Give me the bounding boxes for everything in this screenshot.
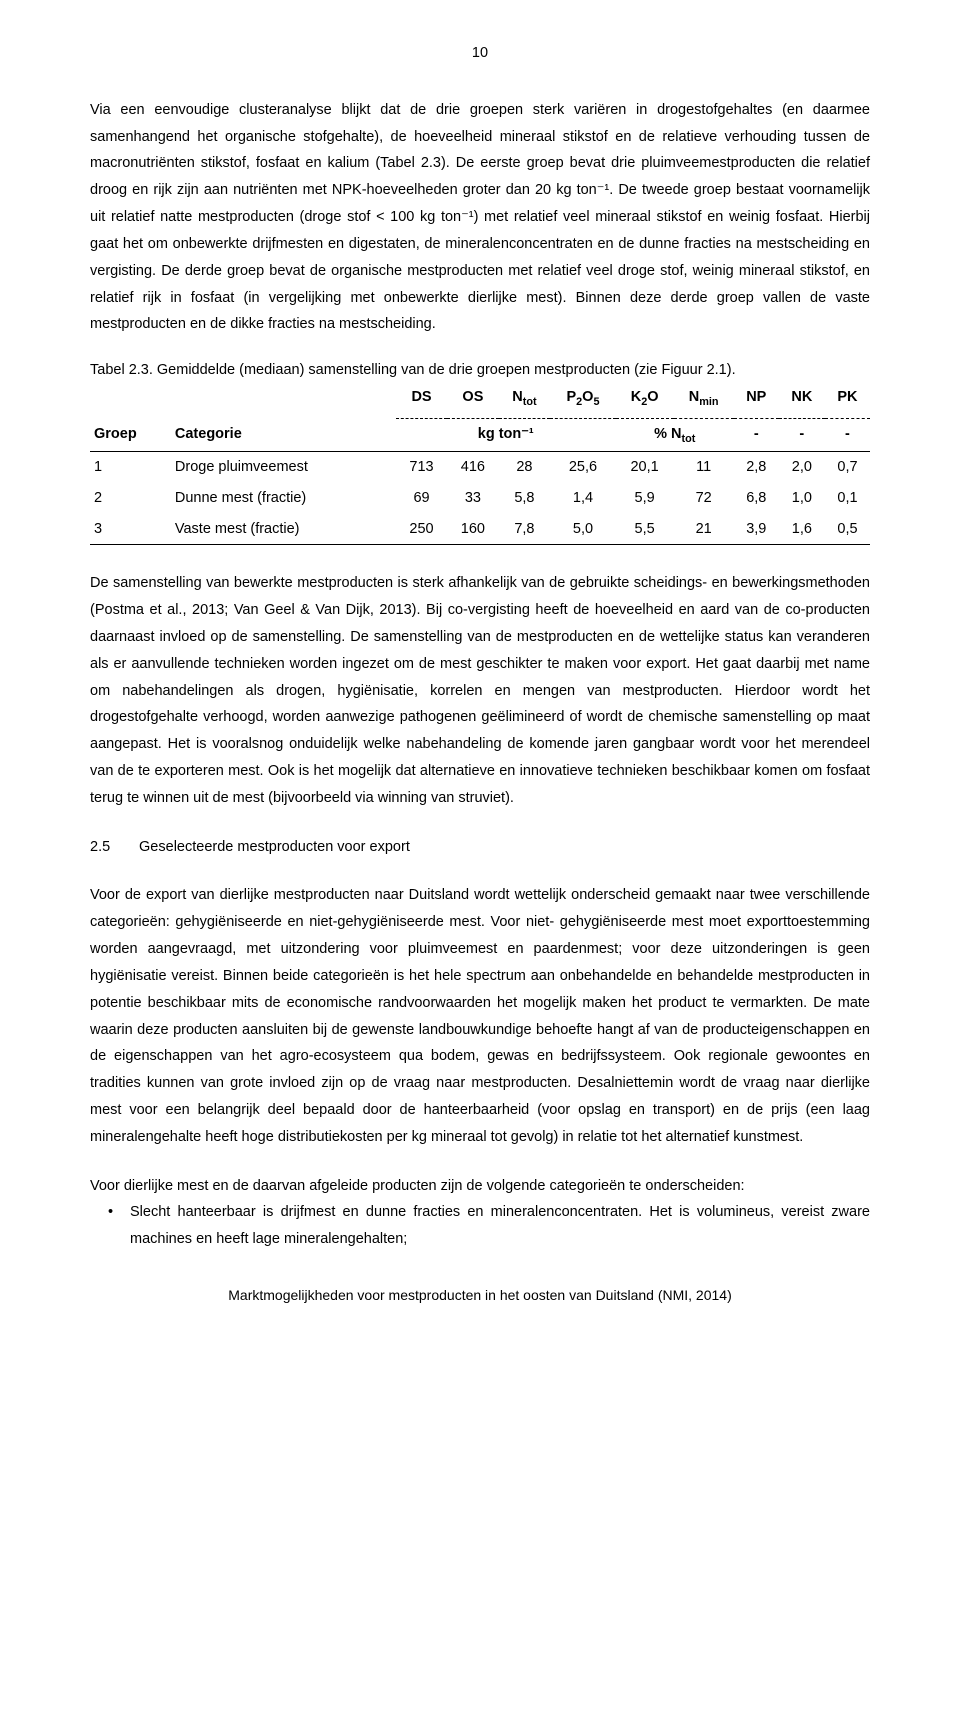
col-categorie: Categorie [171,418,396,451]
section-title: Geselecteerde mestproducten voor export [139,839,410,855]
col-p2o5: P2O5 [550,382,615,414]
table-cell: 5,9 [616,483,674,514]
table-cell: 1,0 [779,483,825,514]
col-nk: NK [779,382,825,414]
table-row: 1Droge pluimveemest7134162825,620,1112,8… [90,451,870,482]
table-row: 3Vaste mest (fractie)2501607,85,05,5213,… [90,514,870,545]
table-cell: 20,1 [616,451,674,482]
col-ntot: Ntot [499,382,551,414]
paragraph-4: Voor dierlijke mest en de daarvan afgele… [90,1173,870,1200]
table-cell: 25,6 [550,451,615,482]
page-footer: Marktmogelijkheden voor mestproducten in… [90,1283,870,1309]
table-cell: 713 [396,451,447,482]
section-heading: 2.5 Geselecteerde mestproducten voor exp… [90,834,870,861]
paragraph-2: De samenstelling van bewerkte mestproduc… [90,570,870,811]
table-cell: 7,8 [499,514,551,545]
col-pk: PK [825,382,870,414]
col-nmin: Nmin [674,382,734,414]
table-cell: 2,8 [734,451,779,482]
table-cell: 1,6 [779,514,825,545]
dash-3: - [825,418,870,451]
table-cell: 3,9 [734,514,779,545]
section-number: 2.5 [90,834,135,861]
paragraph-3: Voor de export van dierlijke mestproduct… [90,882,870,1150]
table-cell: 72 [674,483,734,514]
table-cell: 1 [90,451,171,482]
bullet-list: Slecht hanteerbaar is drijfmest en dunne… [90,1199,870,1253]
table-cell: 5,5 [616,514,674,545]
col-np: NP [734,382,779,414]
table-cell: 0,7 [825,451,870,482]
unit-ntot: % Ntot [616,418,734,451]
table-cell: 3 [90,514,171,545]
table-row: 2Dunne mest (fractie)69335,81,45,9726,81… [90,483,870,514]
table-cell: 28 [499,451,551,482]
paragraph-1: Via een eenvoudige clusteranalyse blijkt… [90,97,870,338]
table-cell: 2 [90,483,171,514]
col-groep: Groep [90,418,171,451]
col-k2o: K2O [616,382,674,414]
table-cell: 1,4 [550,483,615,514]
table-cell: Droge pluimveemest [171,451,396,482]
dash-2: - [779,418,825,451]
col-ds: DS [396,382,447,414]
table-cell: Vaste mest (fractie) [171,514,396,545]
table-cell: 33 [447,483,498,514]
unit-kg: kg ton⁻¹ [396,418,616,451]
table-cell: 416 [447,451,498,482]
table-cell: Dunne mest (fractie) [171,483,396,514]
page-number: 10 [90,40,870,67]
table-cell: 160 [447,514,498,545]
table-cell: 11 [674,451,734,482]
table-cell: 69 [396,483,447,514]
table-cell: 5,0 [550,514,615,545]
table-cell: 21 [674,514,734,545]
col-os: OS [447,382,498,414]
dash-1: - [734,418,779,451]
table-cell: 0,5 [825,514,870,545]
table-cell: 6,8 [734,483,779,514]
table-cell: 250 [396,514,447,545]
table-cell: 0,1 [825,483,870,514]
list-item: Slecht hanteerbaar is drijfmest en dunne… [130,1199,870,1253]
table-caption: Tabel 2.3. Gemiddelde (mediaan) samenste… [90,360,870,382]
table-cell: 5,8 [499,483,551,514]
table-cell: 2,0 [779,451,825,482]
data-table: DS OS Ntot P2O5 K2O Nmin NP NK PK Groep … [90,382,870,545]
